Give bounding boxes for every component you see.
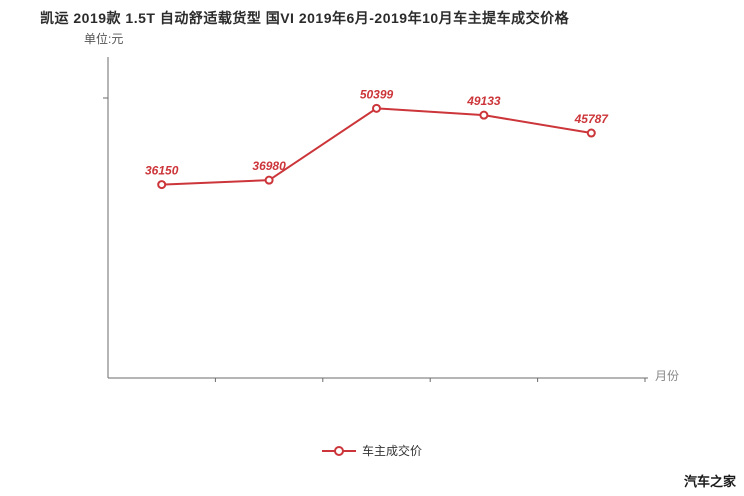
x-axis-name: 月份 <box>655 369 680 383</box>
data-point-label: 50399 <box>360 87 394 101</box>
legend-label: 车主成交价 <box>361 444 422 458</box>
data-point-marker <box>264 175 274 185</box>
watermark-logo: 汽车之家 <box>683 474 736 489</box>
data-point-marker <box>586 128 596 138</box>
data-point-marker <box>372 103 381 113</box>
data-point-label: 45787 <box>574 112 610 126</box>
data-point-label: 36150 <box>145 164 179 178</box>
data-point-marker <box>157 180 167 190</box>
legend: 车主成交价 <box>0 442 744 459</box>
y-axis-unit-label: 单位:元 <box>84 32 124 46</box>
legend-marker-icon <box>321 445 356 456</box>
chart-title: 凯运 2019款 1.5T 自动舒适载货型 国VI 2019年6月-2019年1… <box>40 10 570 26</box>
data-point-marker <box>479 110 489 120</box>
price-line <box>161 107 592 186</box>
data-point-label: 49133 <box>466 94 501 108</box>
data-point-label: 36980 <box>252 159 286 173</box>
